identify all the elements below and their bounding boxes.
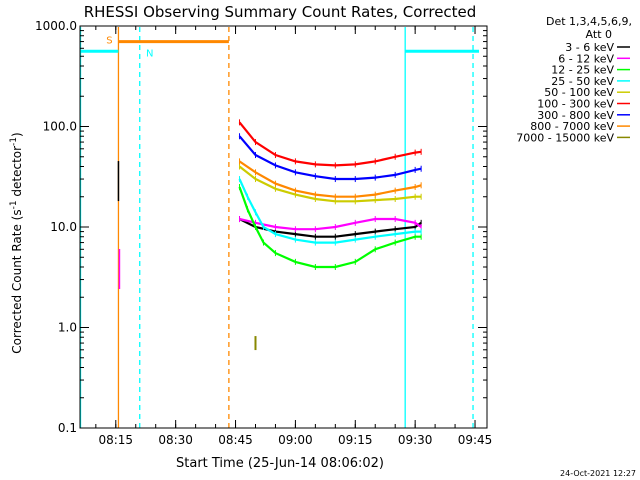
y-tick-label: 1.0 (58, 321, 77, 335)
legend-label: 100 - 300 keV (537, 98, 614, 111)
series-line (238, 121, 422, 167)
series-7 (238, 133, 422, 183)
legend-label: 7000 - 15000 keV (516, 131, 614, 144)
series-4 (238, 176, 422, 246)
series-8 (238, 158, 422, 200)
plot-area: SN (79, 27, 480, 428)
legend-label: 300 - 800 keV (537, 109, 614, 122)
chart-title: RHESSI Observing Summary Count Rates, Co… (84, 3, 477, 21)
y-tick-label: 100.0 (43, 120, 77, 134)
legend-label: 6 - 12 keV (558, 52, 614, 65)
axes: 0.1 1.0 10.0 100.0 1000.0 08:15 08:30 08:45 09:0… (35, 19, 492, 447)
x-tick-label: 09:45 (458, 433, 493, 447)
series-2 (118, 216, 422, 289)
footer-timestamp: 24-Oct-2021 12:27 (560, 469, 636, 478)
series-6 (238, 119, 422, 169)
legend-label: 50 - 100 keV (544, 86, 614, 99)
y-tick-label: 0.1 (58, 421, 77, 435)
x-tick-label: 08:45 (218, 433, 253, 447)
legend-label: 25 - 50 keV (551, 75, 614, 88)
legend-label: 800 - 7000 keV (530, 120, 614, 133)
x-tick-label: 09:00 (278, 433, 313, 447)
series-5 (238, 163, 422, 205)
legend-header-1: Det 1,3,4,5,6,9, (546, 15, 632, 28)
y-tick-label: 10.0 (50, 220, 77, 234)
legend-label: 12 - 25 keV (551, 64, 614, 77)
legend-header-2: Att 0 (586, 28, 612, 41)
x-tick-label: 08:30 (158, 433, 193, 447)
x-axis-label: Start Time (25-Jun-14 08:06:02) (176, 456, 384, 471)
state-label-s: S (106, 36, 112, 47)
x-tick-label: 08:15 (98, 433, 133, 447)
series-line (238, 178, 422, 244)
series-3 (238, 184, 422, 270)
x-tick-label: 09:15 (338, 433, 373, 447)
x-tick-label: 09:30 (398, 433, 433, 447)
y-tick-label: 1000.0 (35, 19, 77, 33)
legend-label: 3 - 6 keV (565, 41, 614, 54)
y-axis-label: Corrected Count Rate (s-1 detector-1) (9, 132, 24, 353)
state-label-n: N (146, 48, 153, 59)
